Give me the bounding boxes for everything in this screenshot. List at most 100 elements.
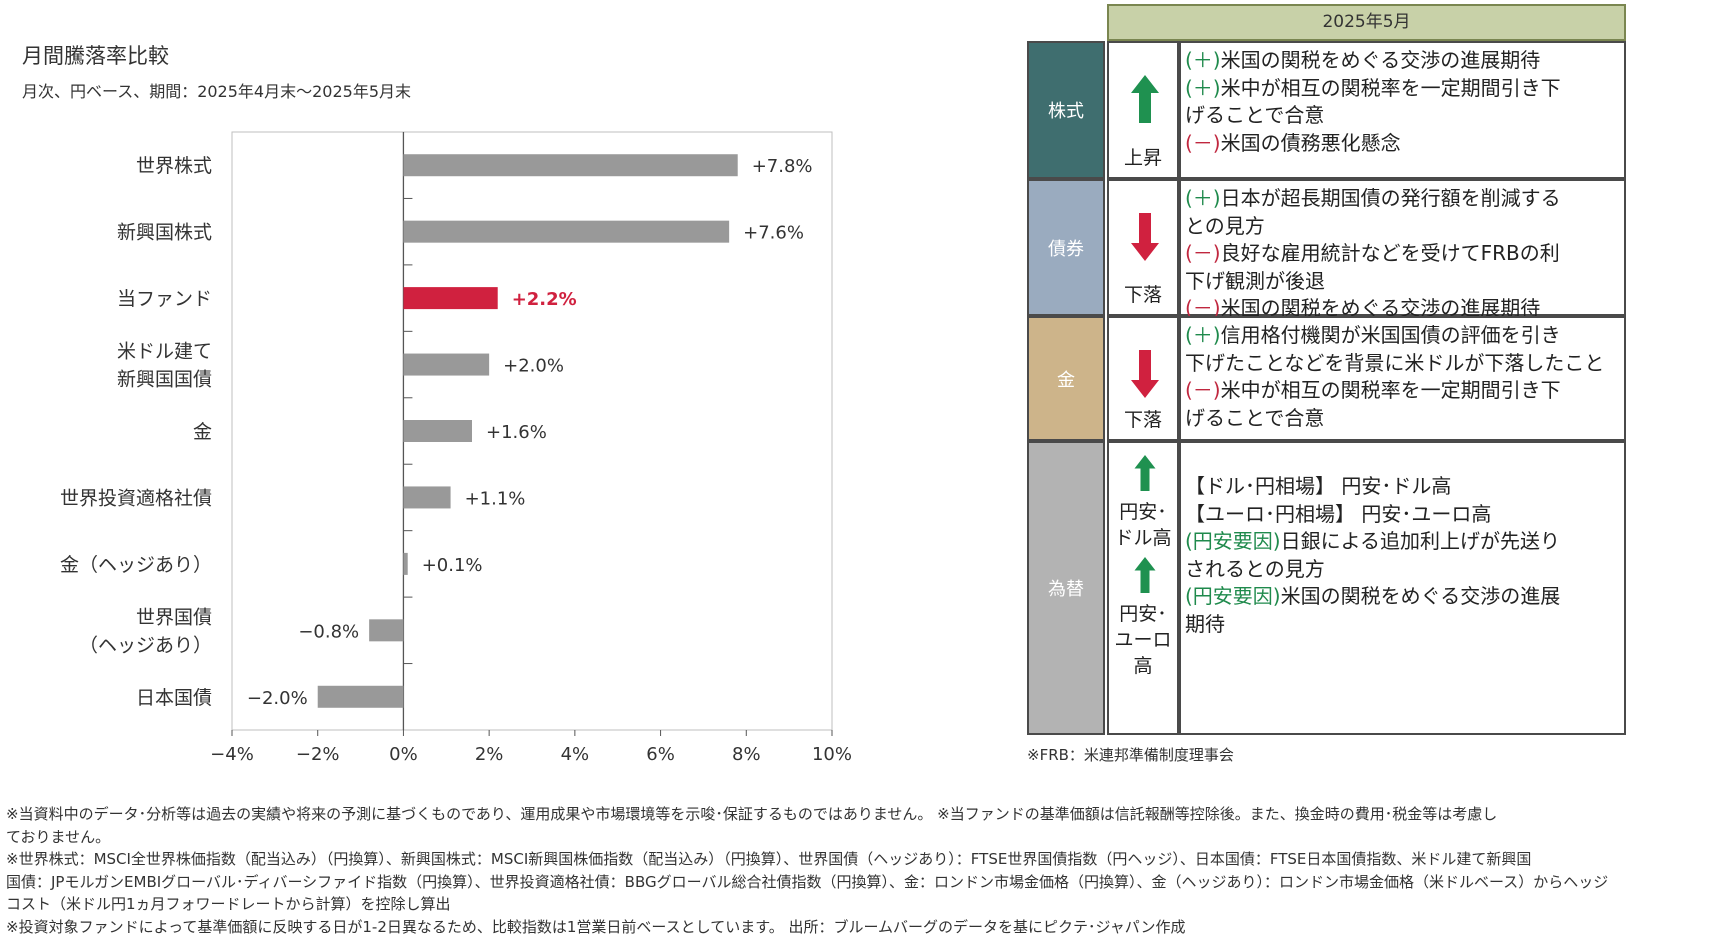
commentary-line: (－)米中が相互の関税率を一定期間引き下 — [1185, 377, 1620, 405]
commentary-text: 期待 — [1185, 612, 1225, 636]
commentary-mark: (－) — [1185, 131, 1221, 155]
commentary-text: 米国の関税をめぐる交渉の進展 — [1281, 584, 1561, 608]
commentary-mark: (＋) — [1185, 48, 1221, 72]
row-category: 金 — [1027, 316, 1105, 441]
bar-chart: −4%−2%0%2%4%6%8%10%世界株式+7.8%新興国株式+7.6%当フ… — [0, 0, 880, 790]
commentary-text: 日銀による追加利上げが先送り — [1281, 529, 1560, 553]
commentary-mark: (－) — [1185, 241, 1221, 265]
arrow-up-icon — [1131, 557, 1159, 593]
commentary-text: 信用格付機関が米国国債の評価を引き — [1221, 323, 1561, 347]
x-tick-label: 8% — [732, 744, 761, 765]
commentary-line: 下げ観測が後退 — [1185, 268, 1620, 296]
bar — [403, 154, 737, 176]
commentary-text: 【ドル･円相場】 円安･ドル高 — [1185, 474, 1451, 498]
note-line: ておりません。 — [6, 826, 1712, 849]
commentary-line: 【ドル･円相場】 円安･ドル高 — [1185, 473, 1620, 501]
commentary-line: 【ユーロ･円相場】 円安･ユーロ高 — [1185, 501, 1620, 529]
note-line: ※世界株式：MSCI全世界株価指数（配当込み）（円換算）、新興国株式：MSCI新… — [6, 848, 1712, 871]
commentary-line: げることで合意 — [1185, 102, 1620, 130]
commentary-mark: (円安要因) — [1185, 529, 1281, 553]
x-tick-label: 4% — [561, 744, 590, 765]
frb-footnote: ※FRB：米連邦準備制度理事会 — [1027, 744, 1234, 765]
x-tick-label: 10% — [812, 744, 852, 765]
arrow-down-icon — [1131, 213, 1159, 261]
direction-label: 上昇 — [1109, 145, 1177, 171]
data-label: +7.6% — [743, 223, 804, 244]
x-tick-label: 2% — [475, 744, 504, 765]
category-label: 当ファンド — [117, 288, 212, 310]
bar — [403, 420, 472, 442]
data-label: +2.2% — [512, 289, 577, 310]
table-row-0: 株式上昇 (＋)米国の関税をめぐる交渉の進展期待 (＋)米中が相互の関税率を一定期間… — [1027, 41, 1626, 179]
table-row-3: 為替円安･ドル高円安･ユーロ高【ドル･円相場】 円安･ドル高【ユーロ･円相場】 … — [1027, 441, 1626, 735]
commentary-text: 米国の関税をめぐる交渉の進展期待 — [1221, 48, 1541, 72]
table-header-month: 2025年5月 — [1107, 4, 1626, 41]
category-label: （ヘッジあり） — [79, 634, 212, 656]
row-commentary: (＋)日本が超長期国債の発行額を削減するとの見方(－)良好な雇用統計などを受けて… — [1179, 179, 1626, 316]
data-label: +1.6% — [486, 422, 547, 443]
bar — [403, 221, 729, 243]
category-label: 金（ヘッジあり） — [60, 554, 212, 576]
row-category: 株式 — [1027, 41, 1105, 179]
commentary-text: 米中が相互の関税率を一定期間引き下 — [1221, 378, 1561, 402]
row-direction: 上昇 — [1107, 41, 1179, 179]
commentary-line: (－)米国の債務悪化懸念 — [1185, 130, 1620, 158]
category-label: 日本国債 — [136, 687, 212, 709]
data-label: +1.1% — [465, 488, 526, 509]
category-label: 世界国債 — [136, 606, 212, 628]
commentary-line: 期待 — [1185, 611, 1620, 639]
commentary-mark: (＋) — [1185, 76, 1221, 100]
bar — [403, 553, 407, 575]
commentary-text: 【ユーロ･円相場】 円安･ユーロ高 — [1185, 502, 1491, 526]
x-tick-label: 0% — [389, 744, 418, 765]
bar — [318, 686, 404, 708]
commentary-line: (－)良好な雇用統計などを受けてFRBの利 — [1185, 240, 1620, 268]
commentary-mark: (＋) — [1185, 323, 1221, 347]
category-label: 新興国国債 — [117, 369, 212, 391]
bar — [403, 287, 497, 309]
data-label: +2.0% — [503, 356, 564, 377]
commentary-line: との見方 — [1185, 213, 1620, 241]
category-label: 新興国株式 — [117, 222, 212, 244]
data-label: +7.8% — [752, 156, 813, 177]
commentary-text: 米国の債務悪化懸念 — [1221, 131, 1401, 155]
row-category: 為替 — [1027, 441, 1105, 735]
data-label: +0.1% — [422, 555, 483, 576]
direction-label: ドル高 — [1109, 525, 1177, 551]
commentary-line: (円安要因)日銀による追加利上げが先送り — [1185, 528, 1620, 556]
row-commentary: (＋)米国の関税をめぐる交渉の進展期待 (＋)米中が相互の関税率を一定期間引き下げ… — [1179, 41, 1626, 179]
direction-label: 下落 — [1109, 282, 1177, 308]
arrow-up-icon — [1131, 455, 1159, 491]
x-tick-label: −2% — [296, 744, 340, 765]
note-line: コスト（米ドル円1ヵ月フォワードレートから計算）を控除し算出 — [6, 893, 1712, 916]
category-label: 米ドル建て — [117, 341, 212, 363]
commentary-line: 下げたことなどを背景に米ドルが下落したこと — [1185, 350, 1620, 378]
direction-label: 下落 — [1109, 407, 1177, 433]
commentary-mark: (＋) — [1185, 186, 1221, 210]
commentary-line: (円安要因)米国の関税をめぐる交渉の進展 — [1185, 583, 1620, 611]
row-category: 債券 — [1027, 179, 1105, 316]
arrow-up-icon — [1131, 75, 1159, 123]
row-commentary: (＋)信用格付機関が米国国債の評価を引き下げたことなどを背景に米ドルが下落したこ… — [1179, 316, 1626, 441]
commentary-line: (＋)信用格付機関が米国国債の評価を引き — [1185, 322, 1620, 350]
commentary-text: との見方 — [1185, 214, 1265, 238]
commentary-mark: (円安要因) — [1185, 584, 1281, 608]
category-label: 金 — [193, 421, 212, 443]
commentary-mark: (－) — [1185, 378, 1221, 402]
row-commentary: 【ドル･円相場】 円安･ドル高【ユーロ･円相場】 円安･ユーロ高(円安要因)日銀… — [1179, 441, 1626, 735]
category-label: 世界株式 — [136, 155, 212, 177]
row-direction: 下落 — [1107, 179, 1179, 316]
commentary-text: げることで合意 — [1185, 406, 1324, 430]
x-tick-label: 6% — [646, 744, 675, 765]
commentary-text: 下げ観測が後退 — [1185, 269, 1325, 293]
commentary-text: げることで合意 — [1185, 103, 1324, 127]
note-line: ※当資料中のデータ･分析等は過去の実績や将来の予測に基づくものであり、運用成果や… — [6, 803, 1712, 826]
commentary-text: 下げたことなどを背景に米ドルが下落したこと — [1185, 351, 1604, 375]
direction-label: ユーロ — [1109, 627, 1177, 653]
bar — [403, 486, 450, 508]
table-row-1: 債券下落(＋)日本が超長期国債の発行額を削減するとの見方(－)良好な雇用統計など… — [1027, 179, 1626, 316]
commentary-line: (＋)米中が相互の関税率を一定期間引き下 — [1185, 75, 1620, 103]
row-direction: 下落 — [1107, 316, 1179, 441]
commentary-line: されるとの見方 — [1185, 556, 1620, 584]
direction-label: 円安･ — [1109, 601, 1177, 627]
